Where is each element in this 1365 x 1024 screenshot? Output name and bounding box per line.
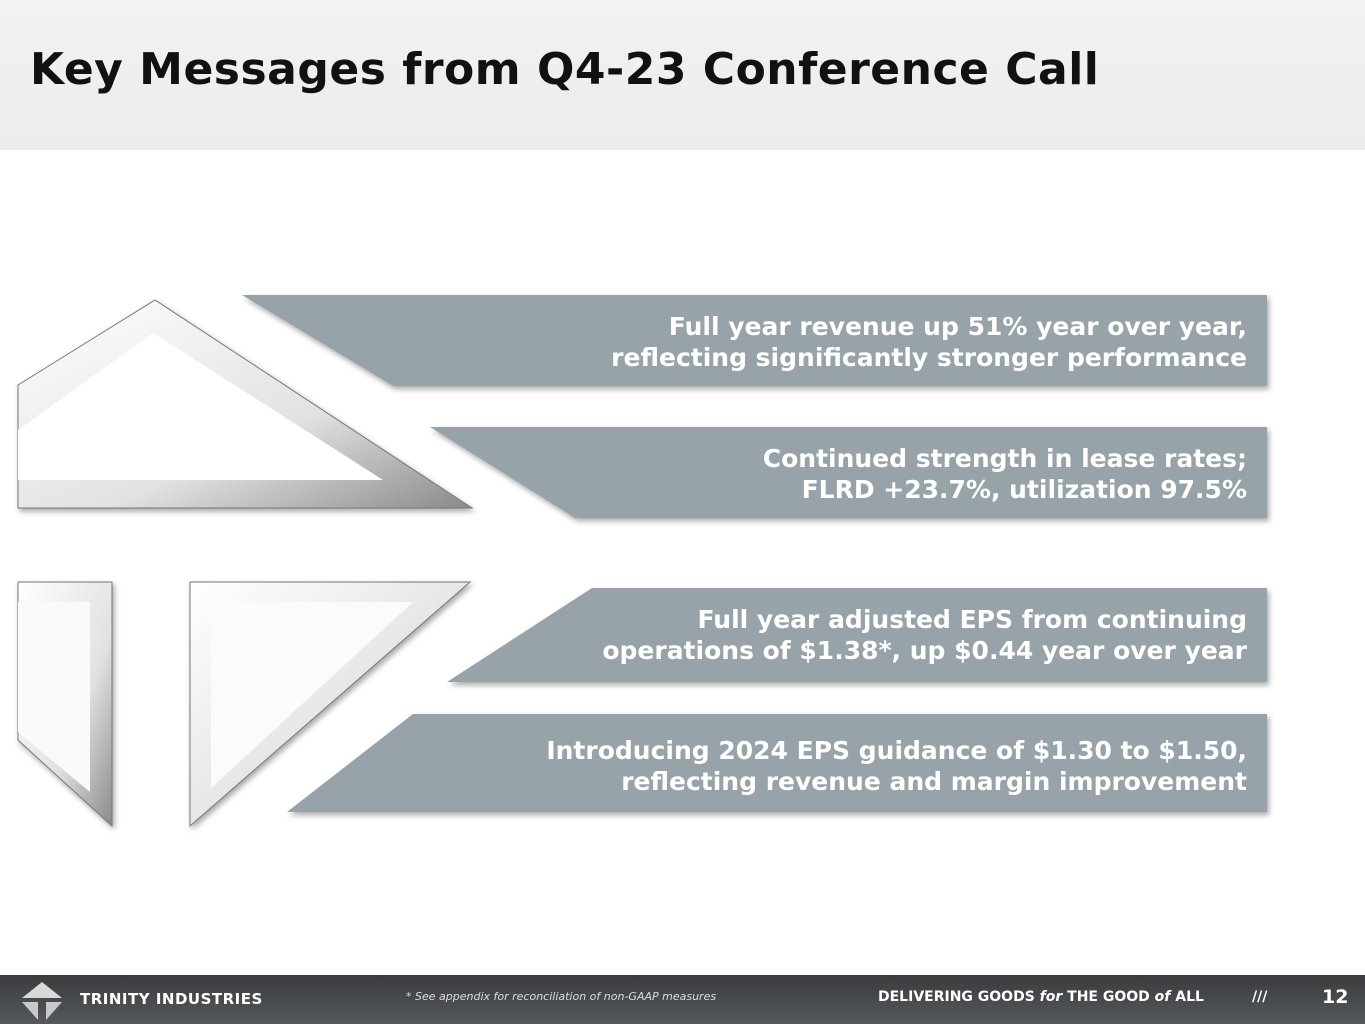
tagline-part: of	[1154, 989, 1171, 1005]
slide-graphics	[17, 295, 1267, 828]
footnote: * See appendix for reconciliation of non…	[406, 990, 717, 1003]
tagline-part: THE GOOD	[1062, 989, 1155, 1005]
brand-name: TRINITY INDUSTRIES	[80, 990, 263, 1008]
message-2: Continued strength in lease rates; FLRD …	[763, 443, 1247, 505]
tagline: DELIVERING GOODS for THE GOOD of ALL	[878, 989, 1204, 1005]
message-line: operations of $1.38*, up $0.44 year over…	[602, 636, 1247, 665]
message-line: reflecting revenue and margin improvemen…	[621, 767, 1247, 796]
trinity-logo-icon	[22, 982, 62, 1020]
header-band: Key Messages from Q4-23 Conference Call	[0, 0, 1365, 150]
message-line: Full year adjusted EPS from continuing	[697, 605, 1247, 634]
message-line: Full year revenue up 51% year over year,	[668, 312, 1247, 341]
message-1: Full year revenue up 51% year over year,…	[611, 311, 1247, 373]
message-3: Full year adjusted EPS from continuing o…	[602, 604, 1247, 666]
page-title: Key Messages from Q4-23 Conference Call	[30, 44, 1100, 95]
tagline-part: ALL	[1170, 989, 1204, 1005]
footer: TRINITY INDUSTRIES * See appendix for re…	[0, 975, 1365, 1024]
separator-slashes: ///	[1252, 989, 1268, 1005]
trinity-logo-graphic	[17, 299, 474, 828]
message-line: FLRD +23.7%, utilization 97.5%	[801, 475, 1247, 504]
message-4: Introducing 2024 EPS guidance of $1.30 t…	[546, 735, 1247, 797]
page-number: 12	[1322, 986, 1349, 1008]
tagline-part: DELIVERING GOODS	[878, 989, 1040, 1005]
message-line: reflecting significantly stronger perfor…	[611, 343, 1247, 372]
message-banner-2	[430, 427, 1267, 518]
message-line: Continued strength in lease rates;	[762, 444, 1247, 473]
message-line: Introducing 2024 EPS guidance of $1.30 t…	[546, 736, 1247, 765]
tagline-part: for	[1039, 989, 1063, 1005]
message-banner-3	[447, 588, 1267, 682]
message-banner-4	[287, 714, 1267, 812]
message-banner-1	[242, 295, 1267, 386]
